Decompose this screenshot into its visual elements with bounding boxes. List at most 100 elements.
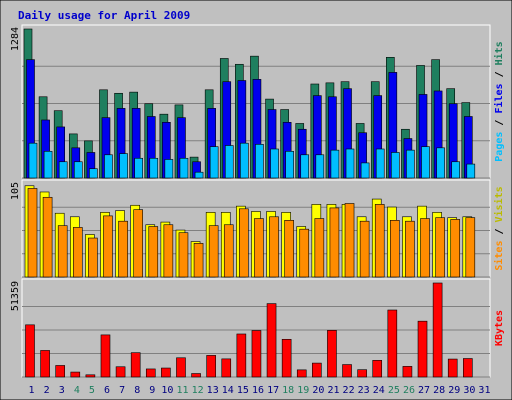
bar-sites-day-17 [269, 216, 279, 278]
right-legend-kbytes: KBytes [494, 310, 505, 346]
bar-kbytes-day-27 [417, 320, 428, 378]
day-label-13: 13 [207, 385, 219, 396]
day-label-9: 9 [149, 385, 155, 396]
legend-part: KBytes [494, 310, 505, 346]
bar-pages-day-19 [300, 154, 310, 179]
bar-kbytes-day-30 [463, 358, 473, 378]
bar-pages-day-4 [73, 161, 83, 179]
day-label-17: 17 [267, 385, 279, 396]
day-label-7: 7 [119, 385, 125, 396]
bar-pages-day-3 [58, 161, 68, 179]
bar-sites-day-20 [314, 218, 325, 278]
bar-kbytes-day-20 [312, 362, 322, 378]
bar-kbytes-day-4 [70, 371, 81, 378]
day-label-20: 20 [312, 385, 324, 396]
day-label-31: 31 [478, 385, 490, 396]
day-label-25: 25 [388, 385, 400, 396]
bar-kbytes-day-29 [447, 358, 458, 378]
bar-pages-day-29 [451, 161, 461, 179]
bar-pages-day-12 [194, 171, 204, 179]
day-label-12: 12 [192, 385, 204, 396]
bar-pages-day-8 [134, 157, 143, 179]
legend-part: Files [493, 83, 505, 113]
day-label-8: 8 [134, 385, 140, 396]
legend-part: / [494, 222, 505, 240]
bar-sites-day-27 [420, 218, 430, 278]
bar-sites-day-28 [435, 217, 445, 278]
chart-title: Daily usage for April 2009 [18, 9, 190, 22]
legend-part: Pages [494, 132, 505, 162]
bar-sites-day-7 [118, 220, 128, 278]
bar-pages-day-14 [224, 145, 234, 179]
legend-part: Sites [493, 241, 505, 271]
bar-pages-day-22 [345, 148, 355, 179]
day-label-30: 30 [463, 385, 475, 396]
series-sites [27, 188, 476, 278]
bar-sites-day-16 [254, 218, 264, 278]
series-pages [28, 142, 476, 179]
day-label-27: 27 [418, 385, 430, 396]
day-axis: 1 2 3 4 5 6 7 8 9 10 11 12 13 14 15 16 17 18 19 20 21 22 23 24 2… [29, 385, 491, 396]
day-label-2: 2 [44, 385, 50, 396]
bar-sites-day-2 [42, 196, 53, 278]
bar-kbytes-day-10 [161, 367, 171, 378]
bar-pages-day-7 [119, 153, 128, 179]
day-label-1: 1 [29, 385, 35, 396]
bar-pages-day-28 [436, 147, 445, 179]
legend-part: Hits [493, 41, 505, 65]
y-max-label: 51359 [10, 281, 21, 311]
bar-kbytes-day-11 [176, 357, 186, 378]
bar-kbytes-day-12 [191, 373, 201, 378]
bar-pages-day-30 [466, 163, 476, 179]
bar-pages-day-26 [406, 149, 415, 179]
bar-sites-day-10 [163, 224, 174, 278]
bar-kbytes-day-23 [357, 369, 367, 378]
day-label-11: 11 [176, 385, 188, 396]
bar-pages-day-11 [179, 157, 189, 179]
bar-pages-day-13 [209, 146, 219, 179]
bar-sites-day-13 [208, 225, 219, 278]
day-label-15: 15 [237, 385, 249, 396]
bar-sites-day-4 [72, 227, 83, 278]
day-label-23: 23 [358, 385, 370, 396]
legend-part: / [494, 65, 505, 83]
bar-pages-day-1 [28, 142, 38, 179]
day-label-24: 24 [373, 385, 385, 396]
legend-part: Visits [493, 186, 505, 222]
bar-sites-day-25 [390, 220, 400, 278]
bar-kbytes-day-8 [130, 352, 141, 378]
bar-sites-day-24 [374, 204, 385, 278]
day-label-19: 19 [297, 385, 309, 396]
chart-panels: 1284 Pages / Files / Hits 105 Sites / Visit… [10, 24, 505, 378]
day-label-4: 4 [74, 385, 80, 396]
bar-sites-day-22 [344, 203, 355, 278]
bar-pages-day-6 [104, 154, 113, 179]
right-legend-sites-visits: Sites / Visits [493, 186, 505, 270]
bar-sites-day-29 [450, 219, 461, 278]
bar-kbytes-day-3 [55, 365, 65, 378]
panel-kbytes: 51359 KBytes [10, 278, 505, 378]
day-label-26: 26 [403, 385, 415, 396]
day-label-16: 16 [252, 385, 264, 396]
bar-sites-day-26 [405, 220, 415, 278]
bar-sites-day-1 [27, 188, 38, 278]
bar-kbytes-day-7 [115, 366, 126, 378]
bar-pages-day-9 [149, 157, 159, 179]
bar-pages-day-16 [255, 144, 264, 179]
bar-pages-day-24 [375, 148, 385, 179]
bar-pages-day-2 [43, 151, 53, 179]
bar-sites-day-15 [239, 208, 249, 278]
bar-pages-day-17 [270, 148, 279, 179]
bar-kbytes-day-17 [266, 303, 277, 378]
bar-kbytes-day-19 [296, 369, 307, 378]
bar-kbytes-day-5 [85, 374, 96, 378]
bar-sites-day-23 [359, 220, 370, 278]
bar-kbytes-day-16 [251, 330, 262, 378]
day-label-6: 6 [104, 385, 110, 396]
bar-kbytes-day-21 [327, 330, 337, 378]
panel-sites-visits: 105 Sites / Visits [10, 179, 505, 278]
bar-sites-day-30 [465, 217, 476, 278]
bar-kbytes-day-13 [206, 355, 216, 378]
bar-pages-day-10 [164, 159, 174, 179]
